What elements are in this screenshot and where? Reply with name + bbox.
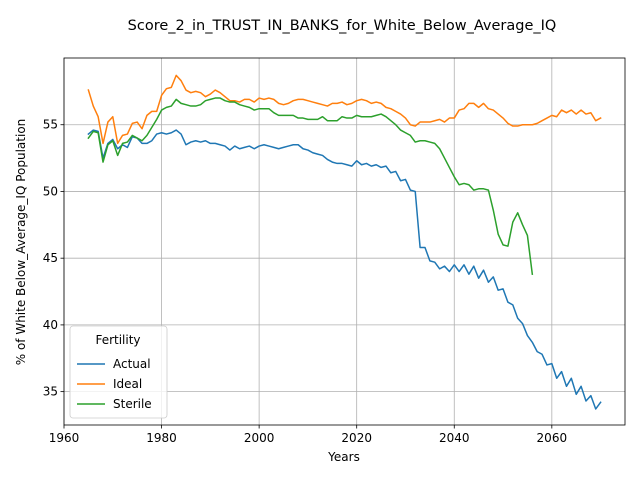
series-line-actual [87, 129, 602, 410]
legend-title: Fertility [95, 333, 140, 347]
legend-label-sterile: Sterile [113, 397, 152, 411]
x-tick-label: 2020 [341, 431, 372, 445]
y-tick-label: 55 [43, 118, 58, 132]
y-tick-label: 45 [43, 251, 58, 265]
legend-label-actual: Actual [113, 357, 151, 371]
y-tick-label: 40 [43, 318, 58, 332]
y-tick-label: 35 [43, 385, 58, 399]
y-axis-label: % of White Below_Average_IQ Population [14, 119, 28, 366]
legend-label-ideal: Ideal [113, 377, 142, 391]
plot-frame [63, 57, 626, 426]
series-lines [87, 74, 602, 410]
x-tick-label: 2000 [244, 431, 275, 445]
x-axis-label: Years [327, 450, 360, 464]
chart-title: Score_2_in_TRUST_IN_BANKS_for_White_Belo… [128, 18, 557, 34]
x-tick-label: 1980 [146, 431, 177, 445]
x-tick-label: 2060 [537, 431, 568, 445]
y-axis-ticks: 35 40 45 50 55 [43, 118, 64, 399]
series-line-ideal [87, 74, 602, 145]
legend: Fertility Actual Ideal Sterile [69, 325, 168, 419]
x-axis-ticks: 1960 1980 2000 2020 2040 2060 [49, 425, 567, 445]
legend-box [69, 325, 168, 419]
y-tick-label: 50 [43, 184, 58, 198]
x-tick-label: 2040 [439, 431, 470, 445]
x-tick-label: 1960 [49, 431, 80, 445]
series-line-sterile [87, 97, 534, 276]
